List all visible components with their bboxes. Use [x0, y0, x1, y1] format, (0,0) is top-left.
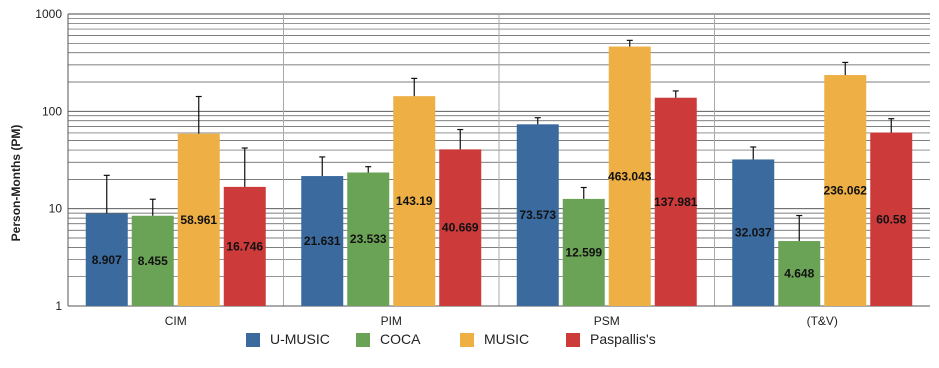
data-label: 8.455: [138, 254, 168, 268]
legend-swatch: [356, 333, 370, 347]
x-tick-label: PSM: [594, 314, 620, 328]
data-label: 137.981: [654, 195, 698, 209]
y-tick-label: 100: [42, 104, 62, 118]
legend-label: COCA: [380, 331, 421, 347]
bar: [654, 97, 697, 306]
y-tick-label: 10: [49, 202, 63, 216]
data-label: 143.19: [396, 194, 433, 208]
y-tick-label: 1000: [35, 7, 62, 21]
bar: [516, 124, 559, 307]
x-tick-label: CIM: [165, 314, 187, 328]
legend-label: Paspallis's: [590, 331, 656, 347]
bar: [824, 75, 867, 307]
bar: [393, 96, 436, 306]
data-label: 8.907: [92, 253, 122, 267]
bar: [85, 213, 128, 306]
bar: [347, 172, 390, 306]
bar: [177, 133, 220, 306]
bar: [608, 46, 651, 306]
bar: [439, 149, 482, 306]
legend-label: U-MUSIC: [270, 331, 330, 347]
data-label: 4.648: [784, 267, 814, 281]
data-label: 12.599: [565, 245, 602, 259]
data-label: 32.037: [735, 226, 772, 240]
data-label: 60.58: [876, 212, 906, 226]
legend-swatch: [566, 333, 580, 347]
data-labels: 8.907 21.631 73.573 32.037 8.455 23.533 12.599…: [92, 169, 907, 280]
data-label: 40.669: [442, 221, 479, 235]
bar: [301, 176, 344, 306]
data-label: 58.961: [180, 213, 217, 227]
data-label: 21.631: [304, 234, 341, 248]
bar: [131, 215, 174, 306]
legend: U-MUSIC COCA MUSIC Paspallis's: [246, 331, 656, 347]
legend-label: MUSIC: [484, 331, 529, 347]
x-tick-label: PIM: [381, 314, 402, 328]
legend-swatch: [246, 333, 260, 347]
bar: [562, 198, 605, 306]
bars: [85, 39, 913, 307]
data-label: 463.043: [608, 169, 652, 183]
bar: [223, 186, 266, 306]
x-tick-label: (T&V): [807, 314, 838, 328]
bar: [732, 159, 775, 306]
bar: [778, 241, 821, 306]
data-label: 23.533: [350, 232, 387, 246]
bar: [870, 132, 913, 306]
y-axis-label: Person-Months (PM): [9, 125, 23, 242]
legend-swatch: [460, 333, 474, 347]
data-label: 16.746: [226, 239, 263, 253]
y-tick-label: 1: [55, 299, 62, 313]
data-label: 236.062: [824, 184, 868, 198]
data-label: 73.573: [519, 208, 556, 222]
